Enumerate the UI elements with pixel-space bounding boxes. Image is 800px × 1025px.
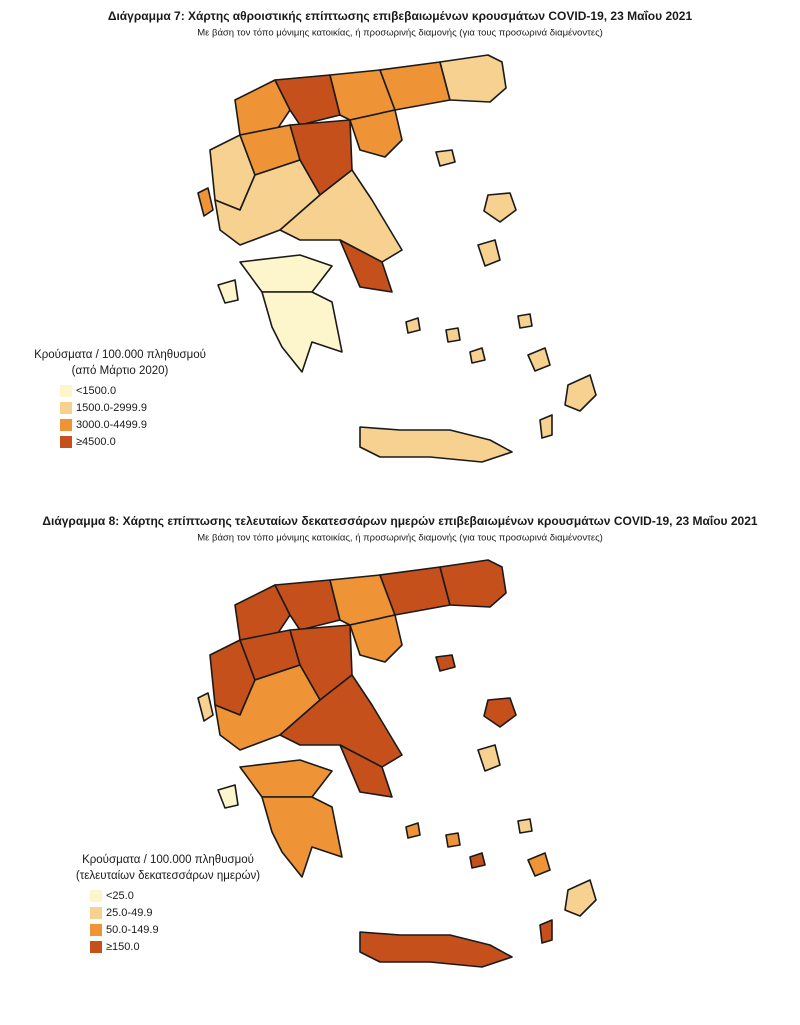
region — [439, 559, 507, 608]
legend-title: Κρούσματα / 100.000 πληθυσμού — [34, 349, 206, 361]
legend-subtitle: (από Μάρτιο 2020) — [72, 365, 169, 377]
region — [405, 822, 421, 839]
map-subtitle: Με βάση τον τόπο μόνιμης κατοικίας, ή πρ… — [197, 533, 603, 544]
region — [239, 254, 333, 293]
region — [274, 74, 341, 126]
region — [274, 579, 341, 631]
region — [517, 818, 533, 834]
legend-swatch — [90, 941, 102, 953]
region — [239, 759, 333, 798]
legend-swatch — [60, 419, 72, 431]
region — [234, 584, 291, 646]
region — [359, 931, 513, 968]
region — [527, 347, 551, 372]
legend-swatch — [60, 436, 72, 448]
region — [234, 79, 291, 141]
legend-label: 1500.0-2999.9 — [76, 402, 147, 414]
region — [539, 414, 553, 439]
legend-swatch — [60, 385, 72, 397]
legend-label: <1500.0 — [76, 385, 116, 397]
region — [261, 796, 343, 878]
region — [435, 654, 456, 672]
legend-label: <25.0 — [106, 890, 134, 902]
region — [539, 919, 553, 944]
map-title: Διάγραμμα 7: Χάρτης αθροιστικής επίπτωση… — [108, 9, 693, 23]
legend-label: ≥150.0 — [106, 941, 140, 953]
legend-subtitle: (τελευταίων δεκατεσσάρων ημερών) — [76, 870, 260, 882]
region — [483, 697, 517, 728]
legend-swatch — [90, 924, 102, 936]
map — [197, 54, 597, 463]
legend-label: 25.0-49.9 — [106, 907, 152, 919]
legend-swatch — [90, 890, 102, 902]
legend-swatch — [90, 907, 102, 919]
region — [564, 879, 597, 917]
legend-label: ≥4500.0 — [76, 436, 116, 448]
region — [359, 426, 513, 463]
region — [197, 187, 214, 217]
region — [405, 317, 421, 334]
region — [477, 239, 501, 267]
region — [477, 744, 501, 772]
map — [197, 559, 597, 968]
region — [339, 239, 393, 293]
region — [435, 149, 456, 167]
region — [527, 852, 551, 877]
map-subtitle: Με βάση τον τόπο μόνιμης κατοικίας, ή πρ… — [197, 28, 603, 39]
region — [469, 347, 486, 364]
region — [349, 109, 403, 158]
region — [564, 374, 597, 412]
region — [445, 832, 461, 848]
region — [469, 852, 486, 869]
region — [217, 279, 239, 304]
region — [197, 692, 214, 722]
legend-label: 50.0-149.9 — [106, 924, 159, 936]
region — [439, 54, 507, 103]
region — [445, 327, 461, 343]
legend-title: Κρούσματα / 100.000 πληθυσμού — [82, 854, 254, 866]
region — [483, 192, 517, 223]
legend-label: 3000.0-4499.9 — [76, 419, 147, 431]
region — [517, 313, 533, 329]
map-title: Διάγραμμα 8: Χάρτης επίπτωσης τελευταίων… — [42, 514, 757, 528]
region — [261, 291, 343, 373]
region — [349, 614, 403, 663]
region — [339, 744, 393, 798]
region — [217, 784, 239, 809]
legend-swatch — [60, 402, 72, 414]
